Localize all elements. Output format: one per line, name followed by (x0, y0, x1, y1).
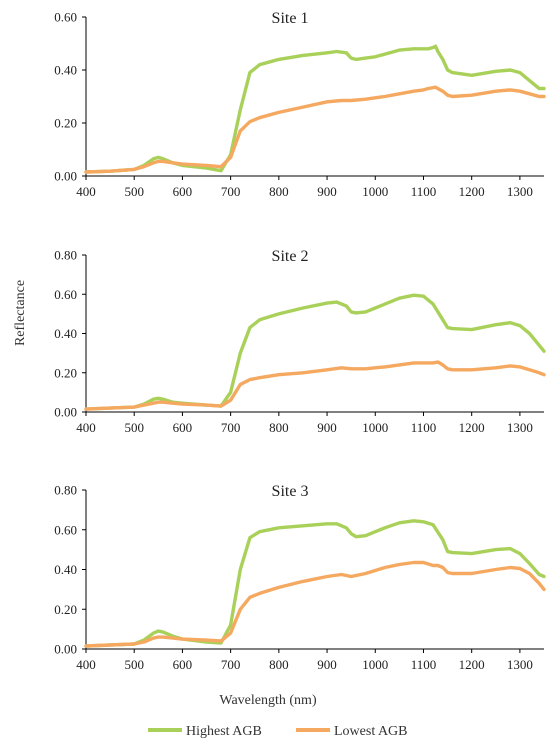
x-tick-label: 1000 (362, 420, 388, 435)
x-tick-label: 1200 (459, 184, 485, 199)
y-tick-label: 0.60 (54, 10, 77, 25)
x-tick-label: 1100 (411, 657, 437, 672)
x-tick-label: 800 (269, 184, 289, 199)
panel-site-3: 0.00 0.20 0.40 0.60 0.80 400 500 600 700 800 900 10… (54, 483, 546, 672)
y-tick-label: 0.40 (54, 63, 77, 78)
panel-title: Site 1 (272, 10, 309, 27)
panel-site-2: 0.00 0.20 0.40 0.60 0.80 400 500 600 700 800 900 10… (54, 248, 546, 435)
x-tick-label: 1200 (459, 420, 485, 435)
x-tick-label: 1300 (507, 657, 533, 672)
y-tick-label: 0.40 (54, 326, 77, 341)
x-tick-label: 600 (173, 657, 193, 672)
x-tick-label: 1100 (411, 184, 437, 199)
series-line-lowest-agb (84, 560, 546, 648)
legend: Highest AGB Lowest AGB (148, 724, 408, 739)
x-tick-label: 1000 (362, 184, 388, 199)
y-tick-label: 0.20 (54, 365, 77, 380)
x-tick-label: 1000 (362, 657, 388, 672)
x-tick-label: 1300 (507, 184, 533, 199)
x-tick-label: 500 (124, 657, 144, 672)
legend-label-lowest-agb: Lowest AGB (334, 724, 408, 739)
y-tick-label: 0.60 (54, 522, 77, 537)
x-tick-label: 400 (76, 420, 96, 435)
x-tick-label: 700 (221, 420, 241, 435)
x-tick-label: 900 (317, 657, 337, 672)
x-tick-label: 900 (317, 184, 337, 199)
x-tick-label: 900 (317, 420, 337, 435)
y-tick-label: 0.20 (54, 116, 77, 131)
x-tick-label: 1200 (459, 657, 485, 672)
x-tick-label: 800 (269, 420, 289, 435)
x-tick-label: 800 (269, 657, 289, 672)
y-tick-label: 0.00 (54, 405, 77, 420)
series-line-lowest-agb (84, 85, 546, 174)
y-tick-label: 0.00 (54, 642, 77, 657)
x-tick-label: 1100 (411, 420, 437, 435)
x-tick-label: 700 (221, 657, 241, 672)
panel-title: Site 3 (272, 483, 309, 500)
y-tick-label: 0.00 (54, 169, 77, 184)
series-line-lowest-agb (84, 360, 546, 411)
x-tick-label: 700 (221, 184, 241, 199)
x-tick-label: 600 (173, 184, 193, 199)
x-axis-label: Wavelength (nm) (219, 693, 317, 708)
panel-site-1: 0.00 0.20 0.40 0.60 400 500 600 700 800 900 1000 11… (54, 10, 546, 199)
series-line-highest-agb (84, 44, 546, 174)
x-tick-label: 400 (76, 184, 96, 199)
x-tick-label: 400 (76, 657, 96, 672)
x-tick-label: 1300 (507, 420, 533, 435)
series-line-highest-agb (84, 519, 546, 648)
legend-label-highest-agb: Highest AGB (186, 724, 262, 739)
y-tick-label: 0.60 (54, 287, 77, 302)
y-tick-label: 0.40 (54, 562, 77, 577)
x-tick-label: 600 (173, 420, 193, 435)
x-tick-label: 500 (124, 420, 144, 435)
panel-title: Site 2 (272, 248, 309, 265)
y-tick-label: 0.80 (54, 483, 77, 498)
x-tick-label: 500 (124, 184, 144, 199)
y-axis-label: Reflectance (13, 280, 28, 346)
series-line-highest-agb (84, 293, 546, 411)
y-tick-label: 0.80 (54, 248, 77, 263)
y-tick-label: 0.20 (54, 602, 77, 617)
